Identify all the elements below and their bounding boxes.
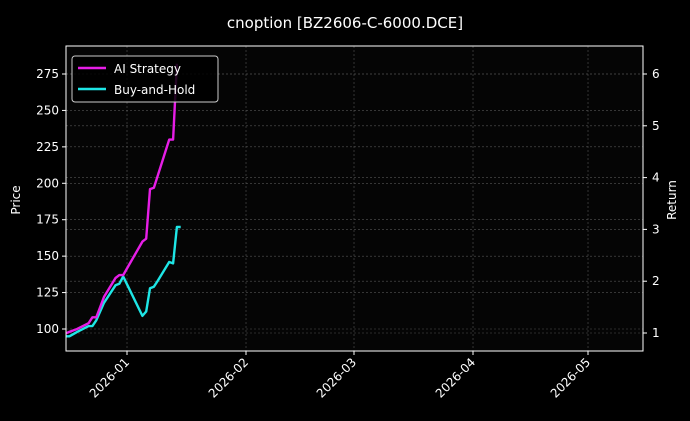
price-tick-label: 150 [36,249,59,263]
return-tick-label: 5 [652,119,660,133]
return-tick-label: 2 [652,274,660,288]
legend-label-ai-strategy: AI Strategy [114,62,181,76]
price-tick-label: 125 [36,286,59,300]
price-tick-label: 225 [36,140,59,154]
return-axis: 1 2 3 4 5 6 [643,67,660,340]
grid-lines [66,46,643,351]
price-tick-label: 100 [36,322,59,336]
return-tick-label: 1 [652,326,660,340]
legend-box [71,55,219,103]
legend: AI Strategy Buy-and-Hold [71,55,219,103]
series-line-ai-strategy [66,63,179,335]
price-tick-label: 200 [36,176,59,190]
return-tick-label: 6 [652,67,660,81]
chart-title: cnoption [BZ2606-C-6000.DCE] [227,14,463,32]
price-tick-label: 250 [36,103,59,117]
price-tick-label: 275 [36,67,59,81]
price-tick-label: 175 [36,213,59,227]
legend-label-buy-and-hold: Buy-and-Hold [114,83,195,97]
data-lines [66,63,181,338]
return-tick-label: 4 [652,171,660,185]
price-axis: 100 125 150 175 200 225 250 275 [36,67,66,336]
series-line-buy-and-hold [66,225,181,338]
y-axis-label: Price [9,185,23,214]
y2-axis-label: Return [665,180,679,220]
return-tick-label: 3 [652,222,660,236]
